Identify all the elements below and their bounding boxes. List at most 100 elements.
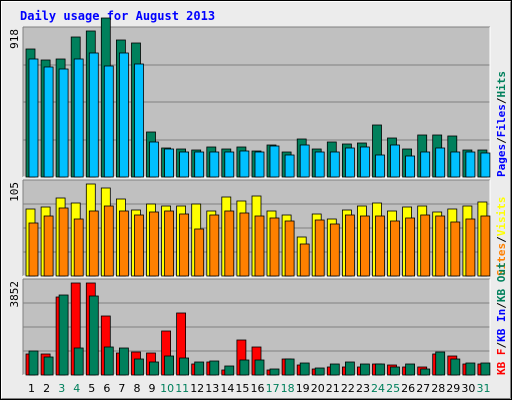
day-label-1: 1 [28, 382, 35, 395]
legend-entry: Files [495, 104, 508, 137]
bar-kb-out-day-10 [164, 355, 175, 376]
bar-kb-out-day-22 [344, 361, 355, 376]
legend-entry: Hits [495, 71, 508, 98]
bar-kb-out-day-23 [359, 363, 370, 376]
bar-files-day-8 [134, 63, 144, 178]
bar-kb-out-day-4 [73, 347, 84, 376]
panel-visits-sites: 105 Sites/Visits [8, 179, 508, 277]
day-label-6: 6 [103, 382, 110, 395]
day-label-15: 15 [235, 382, 249, 395]
bar-files-day-6 [103, 65, 114, 178]
bar-sites-day-23 [359, 215, 370, 277]
bar-sites-day-4 [73, 218, 84, 277]
bar-sites-day-6 [103, 205, 114, 277]
legend-entry: / [495, 302, 508, 309]
bar-files-day-19 [299, 144, 310, 178]
bar-kb-out-day-1 [28, 350, 39, 376]
bar-files-day-24 [375, 154, 385, 178]
bar-kb-out-day-12 [194, 361, 205, 376]
legend-entry: / [495, 97, 508, 104]
bar-sites-day-2 [43, 215, 54, 277]
bar-files-day-10 [164, 148, 175, 178]
day-label-28: 28 [431, 382, 445, 395]
bar-kb-out-day-3 [58, 294, 69, 376]
day-label-26: 26 [401, 382, 415, 395]
legend-entry: / [495, 342, 508, 349]
bar-sites-day-8 [134, 214, 144, 277]
bar-files-day-29 [450, 151, 461, 178]
legend-kbf-kbin-kbout: KB F/KB In/KB Out [495, 262, 508, 375]
bar-files-day-20 [314, 151, 325, 178]
bar-sites-day-28 [435, 215, 446, 277]
bar-files-day-28 [435, 147, 446, 178]
bar-files-day-26 [405, 155, 416, 178]
day-label-24: 24 [371, 382, 385, 395]
bar-sites-day-16 [254, 215, 265, 277]
day-label-27: 27 [416, 382, 430, 395]
bar-kb-out-day-21 [329, 363, 340, 376]
legend-visits-sites: Sites/Visits [495, 197, 508, 277]
bar-kb-out-day-26 [405, 363, 416, 376]
bar-sites-day-9 [149, 211, 159, 277]
bar-files-day-13 [209, 151, 220, 178]
bar-kb-out-day-28 [435, 351, 446, 376]
bar-sites-day-21 [329, 223, 340, 277]
bar-sites-day-26 [405, 217, 416, 277]
bar-kb-out-day-14 [224, 365, 235, 376]
bar-kb-out-day-13 [209, 360, 220, 376]
day-label-11: 11 [175, 382, 189, 395]
legend-hits-files-pages: Pages/Files/Hits [495, 71, 508, 177]
bar-kb-out-day-29 [450, 358, 461, 376]
day-label-13: 13 [205, 382, 219, 395]
bar-sites-day-31 [480, 215, 491, 277]
day-label-23: 23 [356, 382, 370, 395]
bar-sites-day-5 [88, 210, 99, 277]
day-label-4: 4 [73, 382, 80, 395]
bar-files-day-4 [73, 58, 84, 178]
bar-kb-out-day-2 [43, 356, 54, 376]
bar-kb-out-day-30 [465, 362, 476, 376]
day-label-19: 19 [296, 382, 310, 395]
day-label-2: 2 [43, 382, 50, 395]
legend-entry: / [495, 236, 508, 243]
bar-files-day-1 [28, 58, 39, 178]
bar-kb-out-day-17 [269, 368, 280, 376]
bar-kb-out-day-24 [375, 363, 385, 376]
y-max-label: 918 [8, 29, 21, 49]
y-max-label: 105 [8, 182, 21, 202]
bar-sites-day-24 [375, 215, 385, 277]
day-label-21: 21 [326, 382, 340, 395]
day-label-5: 5 [88, 382, 95, 395]
day-label-25: 25 [386, 382, 400, 395]
bar-sites-day-3 [58, 207, 69, 277]
day-label-9: 9 [149, 382, 156, 395]
bar-kb-out-day-5 [88, 295, 99, 376]
bar-kb-out-day-8 [134, 358, 144, 376]
bar-files-day-17 [269, 145, 280, 178]
chart-title: Daily usage for August 2013 [20, 9, 215, 23]
bar-files-day-2 [43, 66, 54, 178]
day-label-7: 7 [118, 382, 125, 395]
bar-kb-out-day-19 [299, 362, 310, 376]
legend-entry: KB F [495, 349, 508, 376]
legend-entry: Sites [495, 243, 508, 276]
bar-sites-day-29 [450, 221, 461, 277]
legend-entry: Pages [495, 144, 508, 177]
day-label-3: 3 [58, 382, 65, 395]
day-label-16: 16 [251, 382, 265, 395]
bar-kb-out-day-31 [480, 362, 491, 376]
bar-kb-out-day-11 [179, 357, 190, 376]
bar-kb-out-day-7 [119, 347, 129, 376]
day-label-20: 20 [311, 382, 325, 395]
bar-files-day-27 [420, 151, 431, 178]
bar-files-day-18 [284, 154, 295, 178]
bar-sites-day-12 [194, 228, 205, 277]
bar-sites-day-11 [179, 213, 190, 277]
bar-kb-out-day-27 [420, 368, 431, 376]
bar-kb-out-day-6 [103, 346, 114, 376]
bar-sites-day-14 [224, 210, 235, 277]
bar-sites-day-27 [420, 214, 431, 277]
legend-entry: KB In [495, 309, 508, 342]
